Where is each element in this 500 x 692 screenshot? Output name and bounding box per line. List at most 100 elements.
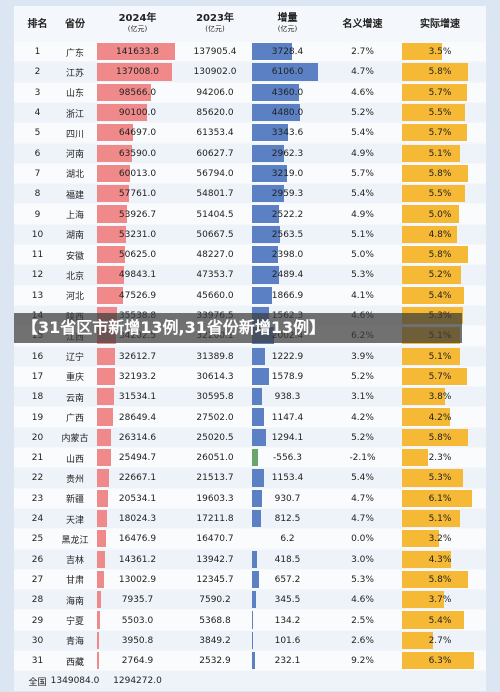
cell: 22667.1 [95,468,180,488]
header-text: 增量 [278,13,298,24]
cell: 16476.9 [95,529,180,549]
cell: 21513.7 [180,468,250,488]
cell: 26051.0 [180,448,250,468]
cell: 0.0% [325,529,400,549]
cell: 海南 [55,590,95,610]
cell: 1 [20,42,55,62]
cell: 新疆 [55,489,95,509]
cell: 232.1 [250,651,325,671]
cell: 13942.7 [180,550,250,570]
cell: 28649.4 [95,407,180,427]
header-text: 名义增速 [343,19,383,30]
cell: 2.6% [325,631,400,651]
cell: 5.3% [325,265,400,285]
cell: 28 [20,590,55,610]
cell: 辽宁 [55,347,95,367]
cell: 1578.9 [250,367,325,387]
cell: 内蒙古 [55,428,95,448]
cell: 2959.3 [250,184,325,204]
cell: 吉林 [55,550,95,570]
cell: 4.1% [325,286,400,306]
cell: 64697.0 [95,123,180,143]
header-cell: 2023年(亿元) [180,8,250,40]
cell: 5.2% [325,103,400,123]
cell: 17 [20,367,55,387]
cell: 3.9% [325,347,400,367]
cell: 50625.0 [95,245,180,265]
cell: 27502.0 [180,407,250,427]
cell: 5.1% [400,144,480,164]
cell: 17211.8 [180,509,250,529]
header-text: 2024年 [119,13,157,24]
cell: 9 [20,204,55,224]
cell: 7 [20,164,55,184]
cell: 1349084.0 [55,671,95,691]
cell: 3.0% [325,550,400,570]
cell: 6106.0 [250,62,325,82]
cell: 6 [20,144,55,164]
cell: 黑龙江 [55,529,95,549]
cell: 47353.7 [180,265,250,285]
cell: 湖北 [55,164,95,184]
cell: 2532.9 [180,651,250,671]
cell: -556.3 [250,448,325,468]
cell: 3.2% [400,529,480,549]
cell: 2.7% [400,631,480,651]
cell: 1153.4 [250,468,325,488]
cell: 657.2 [250,570,325,590]
cell: 浙江 [55,103,95,123]
cell: 西藏 [55,651,95,671]
cell: 60627.7 [180,144,250,164]
cell: 930.7 [250,489,325,509]
cell: 141633.8 [95,42,180,62]
cell: 47526.9 [95,286,180,306]
cell: 上海 [55,204,95,224]
header-text: 排名 [28,19,48,30]
cell: 4 [20,103,55,123]
cell: 4.7% [325,509,400,529]
cell: 16 [20,347,55,367]
cell: 26 [20,550,55,570]
cell: 5.8% [400,570,480,590]
cell: 1147.4 [250,407,325,427]
cell: 广西 [55,407,95,427]
cell: 5.7% [400,367,480,387]
cell: 31 [20,651,55,671]
cell: 7590.2 [180,590,250,610]
cell: 2522.2 [250,204,325,224]
cell: 3.5% [400,42,480,62]
cell: 5.5% [400,184,480,204]
cell: 1294272.0 [95,671,180,691]
cell: 山东 [55,83,95,103]
cell: 广东 [55,42,95,62]
cell: 2962.3 [250,144,325,164]
cell: 29 [20,610,55,630]
cell: 4.9% [325,144,400,164]
header-text: 2023年 [196,13,234,24]
cell: 4.2% [400,407,480,427]
cell: 4.3% [400,550,480,570]
header-cell: 2024年(亿元) [95,8,180,40]
cell: 四川 [55,123,95,143]
cell: 4.9% [325,204,400,224]
cell: 5.1% [400,347,480,367]
cell: 5.7% [400,123,480,143]
cell: 2.7% [325,42,400,62]
cell: 24 [20,509,55,529]
cell: 3728.4 [250,42,325,62]
cell: 5.7% [400,83,480,103]
header-text: (亿元) [278,24,297,35]
cell: 18 [20,387,55,407]
cell: 20 [20,428,55,448]
header-cell: 实际增速 [400,8,480,40]
cell: 11 [20,245,55,265]
cell: 2764.9 [95,651,180,671]
cell: 5.4% [400,610,480,630]
cell: 45660.0 [180,286,250,306]
cell: 5.1% [325,225,400,245]
cell: 94206.0 [180,83,250,103]
cell: 812.5 [250,509,325,529]
header-text: 省份 [65,19,85,30]
cell: -2.1% [325,448,400,468]
header-text: (亿元) [128,24,147,35]
